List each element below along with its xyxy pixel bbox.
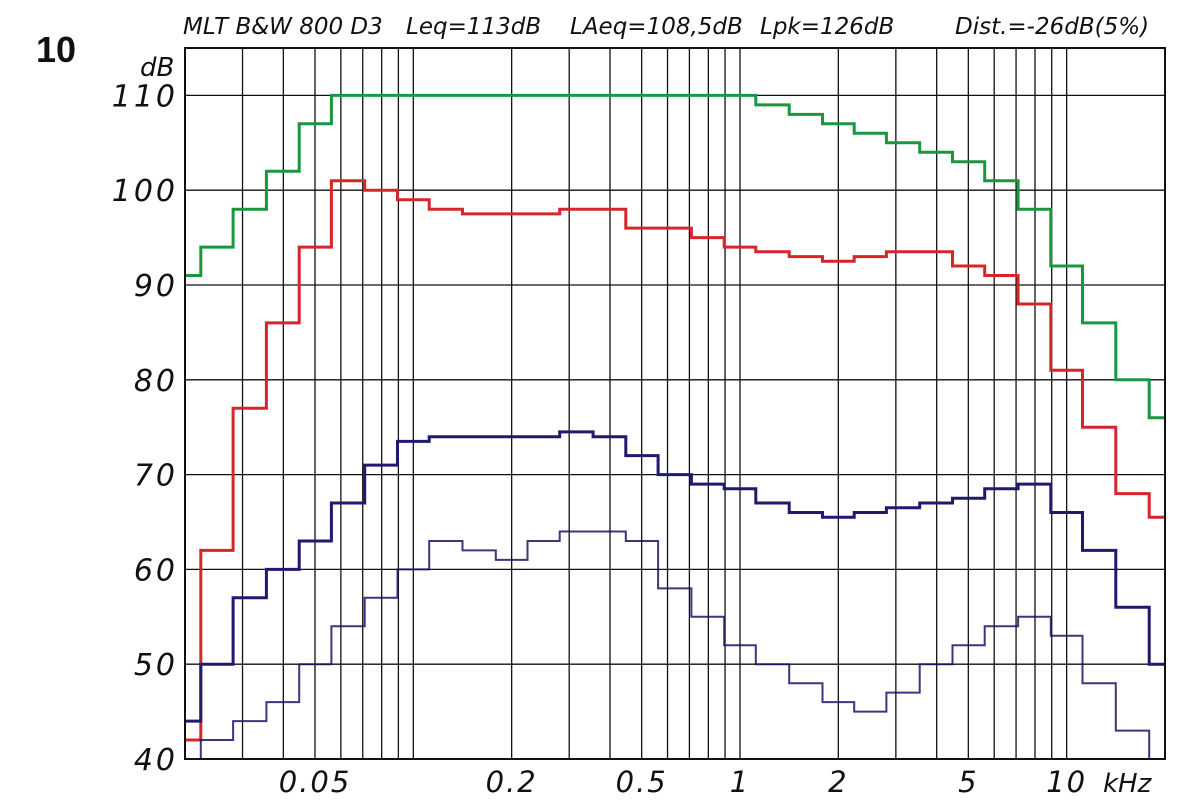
series-navy-line <box>185 430 1165 723</box>
y-tick-label: 100 <box>112 174 178 209</box>
y-tick-label: 50 <box>134 648 178 683</box>
x-tick-label: 1 <box>730 765 750 799</box>
series-layer <box>185 93 1165 760</box>
x-tick-labels: 0.05 0.2 0.5 1 2 5 10 <box>279 765 1087 799</box>
series-noise-floor <box>185 530 1165 760</box>
title-segment: LAeq=108,5dB <box>570 14 743 40</box>
y-tick-label: 70 <box>134 459 178 494</box>
y-tick-label: 80 <box>134 364 178 399</box>
plot-frame <box>184 47 1166 760</box>
series-green-line <box>185 93 1165 420</box>
chart-title: MLT B&W 800 D3 Leq=113dB LAeq=108,5dB Lpk=1… <box>183 14 1149 40</box>
y-tick-label: 110 <box>112 79 178 114</box>
x-tick-label: 0.05 <box>279 765 352 799</box>
title-segment: MLT B&W 800 D3 <box>183 14 383 40</box>
title-segment: Leq=113dB <box>406 14 541 40</box>
y-axis-label: dB <box>140 53 174 83</box>
grid <box>185 48 1165 759</box>
x-tick-label: 0.2 <box>486 765 538 799</box>
x-axis-label: kHz <box>1103 769 1153 799</box>
x-tick-label: 5 <box>958 765 978 799</box>
title-segment: Dist.=-26dB(5%) <box>955 14 1149 40</box>
y-tick-label: 40 <box>134 743 178 778</box>
y-tick-label: 90 <box>134 269 178 304</box>
x-tick-label: 10 <box>1046 765 1087 799</box>
figure-number: 10 <box>36 29 76 70</box>
title-segment: Lpk=126dB <box>760 14 894 40</box>
series-red-line <box>185 179 1165 742</box>
y-tick-label: 60 <box>134 553 178 588</box>
x-tick-label: 0.5 <box>616 765 668 799</box>
x-tick-label: 2 <box>828 765 848 799</box>
y-tick-labels: 40 50 60 70 80 90 100 110 <box>112 79 178 778</box>
